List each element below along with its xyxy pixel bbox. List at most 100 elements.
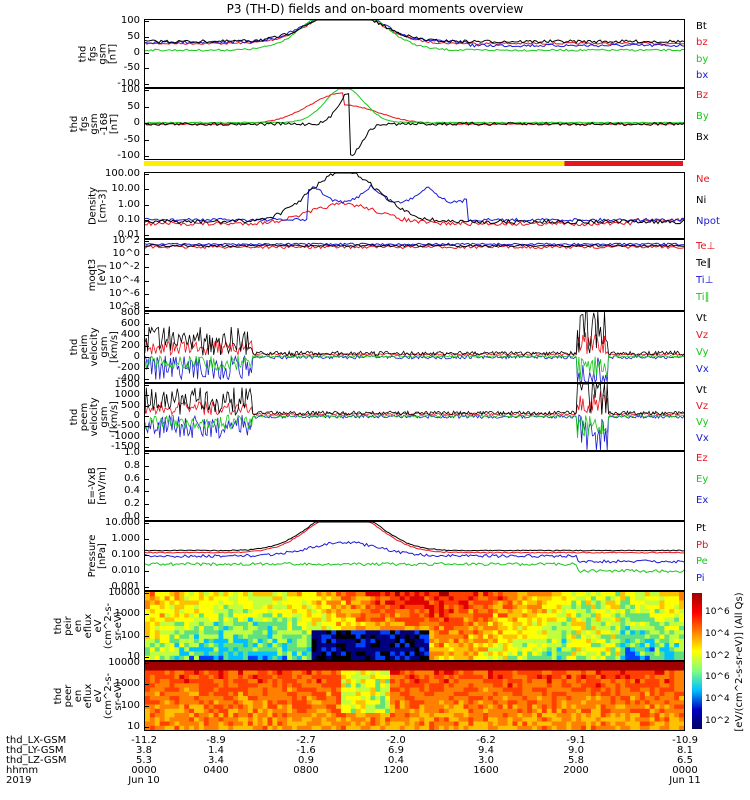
spectrogram-cell xyxy=(174,683,180,689)
spectrogram-cell xyxy=(639,613,646,619)
spectrogram-cell xyxy=(252,621,259,627)
spectrogram-cell xyxy=(243,696,249,701)
spectrogram-cell xyxy=(301,609,308,614)
spectrogram-cell xyxy=(262,687,269,693)
spectrogram-cell xyxy=(576,630,582,636)
spectrogram-cell xyxy=(194,687,200,693)
spectrogram-cell xyxy=(394,679,401,684)
spectrogram-cell xyxy=(296,687,303,693)
spectrogram-cell xyxy=(502,700,509,706)
spectrogram-cell xyxy=(419,662,425,667)
spectrogram-cell xyxy=(345,700,352,706)
spectrogram-cell xyxy=(257,687,264,693)
spectrogram-cell xyxy=(321,604,327,610)
spectrogram-cell xyxy=(659,596,665,602)
spectrogram-cell xyxy=(669,704,675,710)
spectrogram-cell xyxy=(649,638,656,644)
spectrogram-cell xyxy=(243,700,249,706)
spectrogram-cell xyxy=(512,679,518,684)
spectrogram-cell xyxy=(409,696,416,701)
spectrogram-cell xyxy=(287,696,293,701)
spectrogram-cell xyxy=(218,600,224,606)
spectrogram-cell xyxy=(287,725,293,730)
spectrogram-cell xyxy=(537,708,543,714)
spectrogram-cell xyxy=(463,696,469,701)
spectrogram-cell xyxy=(394,634,401,640)
spectrogram-cell xyxy=(419,634,425,640)
spectrogram-cell xyxy=(556,708,563,714)
spectrogram-cell xyxy=(502,696,509,701)
spectrogram-cell xyxy=(243,609,249,614)
spectrogram-cell xyxy=(233,674,239,680)
spectrogram-cell xyxy=(326,651,332,657)
spectrogram-cell xyxy=(149,613,156,619)
spectrogram-cell xyxy=(247,721,254,727)
spectrogram-cell xyxy=(365,683,371,689)
spectrogram-cell xyxy=(247,696,254,701)
spectrogram-cell xyxy=(247,651,254,657)
spectrogram-cell xyxy=(394,643,401,648)
spectrogram-cell xyxy=(532,613,538,619)
spectrogram-cell xyxy=(541,687,548,693)
spectrogram-cell xyxy=(375,655,381,660)
spectrogram-cell xyxy=(360,592,367,597)
spectrogram-cell xyxy=(365,679,371,684)
spectrogram-cell xyxy=(184,691,190,697)
spectrogram-cell xyxy=(350,691,357,697)
spectrogram-cell xyxy=(478,634,484,640)
spectrogram-cell xyxy=(424,647,430,653)
spectrogram-cell xyxy=(257,708,264,714)
plot-mode-bar xyxy=(144,161,683,166)
spectrogram-cell xyxy=(659,708,665,714)
spectrogram-cell xyxy=(149,674,156,680)
spectrogram-cell xyxy=(595,704,602,710)
spectrogram-cell xyxy=(238,717,244,723)
spectrogram-cell xyxy=(595,634,602,640)
spectrogram-cell xyxy=(541,666,548,672)
spectrogram-cell xyxy=(576,613,582,619)
spectrogram-cell xyxy=(365,687,371,693)
spectrogram-cell xyxy=(434,647,440,653)
spectrogram-cell xyxy=(429,592,435,597)
spectrogram-cell xyxy=(669,600,675,606)
spectrogram-cell xyxy=(341,708,347,714)
spectrogram-cell xyxy=(145,609,151,614)
spectrogram-cell xyxy=(169,704,175,710)
spectrogram-cell xyxy=(654,683,661,689)
y-tick-mark xyxy=(144,385,149,386)
spectrogram-cell xyxy=(595,708,602,714)
spectrogram-cell xyxy=(267,700,273,706)
spectrogram-cell xyxy=(483,725,489,730)
spectrogram-cell xyxy=(159,600,166,606)
spectrogram-cell xyxy=(164,604,171,610)
spectrogram-cell xyxy=(233,600,239,606)
spectrogram-cell xyxy=(679,679,684,684)
spectrogram-cell xyxy=(194,721,200,727)
spectrogram-cell xyxy=(404,643,411,648)
spectrogram-cell xyxy=(394,666,401,672)
legend-entry: bz xyxy=(696,37,708,49)
spectrogram-cell xyxy=(468,704,474,710)
spectrogram-cell xyxy=(169,700,175,706)
spectrogram-cell xyxy=(448,674,455,680)
spectrogram-cell xyxy=(448,651,455,657)
spectrogram-cell xyxy=(541,621,548,627)
spectrogram-cell xyxy=(595,721,602,727)
plot-fgs xyxy=(145,20,684,52)
spectrogram-cell xyxy=(517,717,523,723)
spectrogram-cell xyxy=(336,691,342,697)
spectrogram-cell xyxy=(380,725,386,730)
spectrogram-cell xyxy=(404,613,411,619)
spectrogram-cell xyxy=(257,700,264,706)
spectrogram-cell xyxy=(483,609,489,614)
spectrogram-cell xyxy=(620,655,626,660)
spectrogram-cell xyxy=(218,691,224,697)
spectrogram-cell xyxy=(355,670,362,676)
spectrogram-cell xyxy=(301,679,308,684)
spectrogram-cell xyxy=(463,651,469,657)
spectrogram-cell xyxy=(360,651,367,657)
spectrogram-cell xyxy=(370,596,376,602)
spectrogram-cell xyxy=(600,643,607,648)
spectrogram-cell xyxy=(375,630,381,636)
spectrogram-cell xyxy=(483,679,489,684)
